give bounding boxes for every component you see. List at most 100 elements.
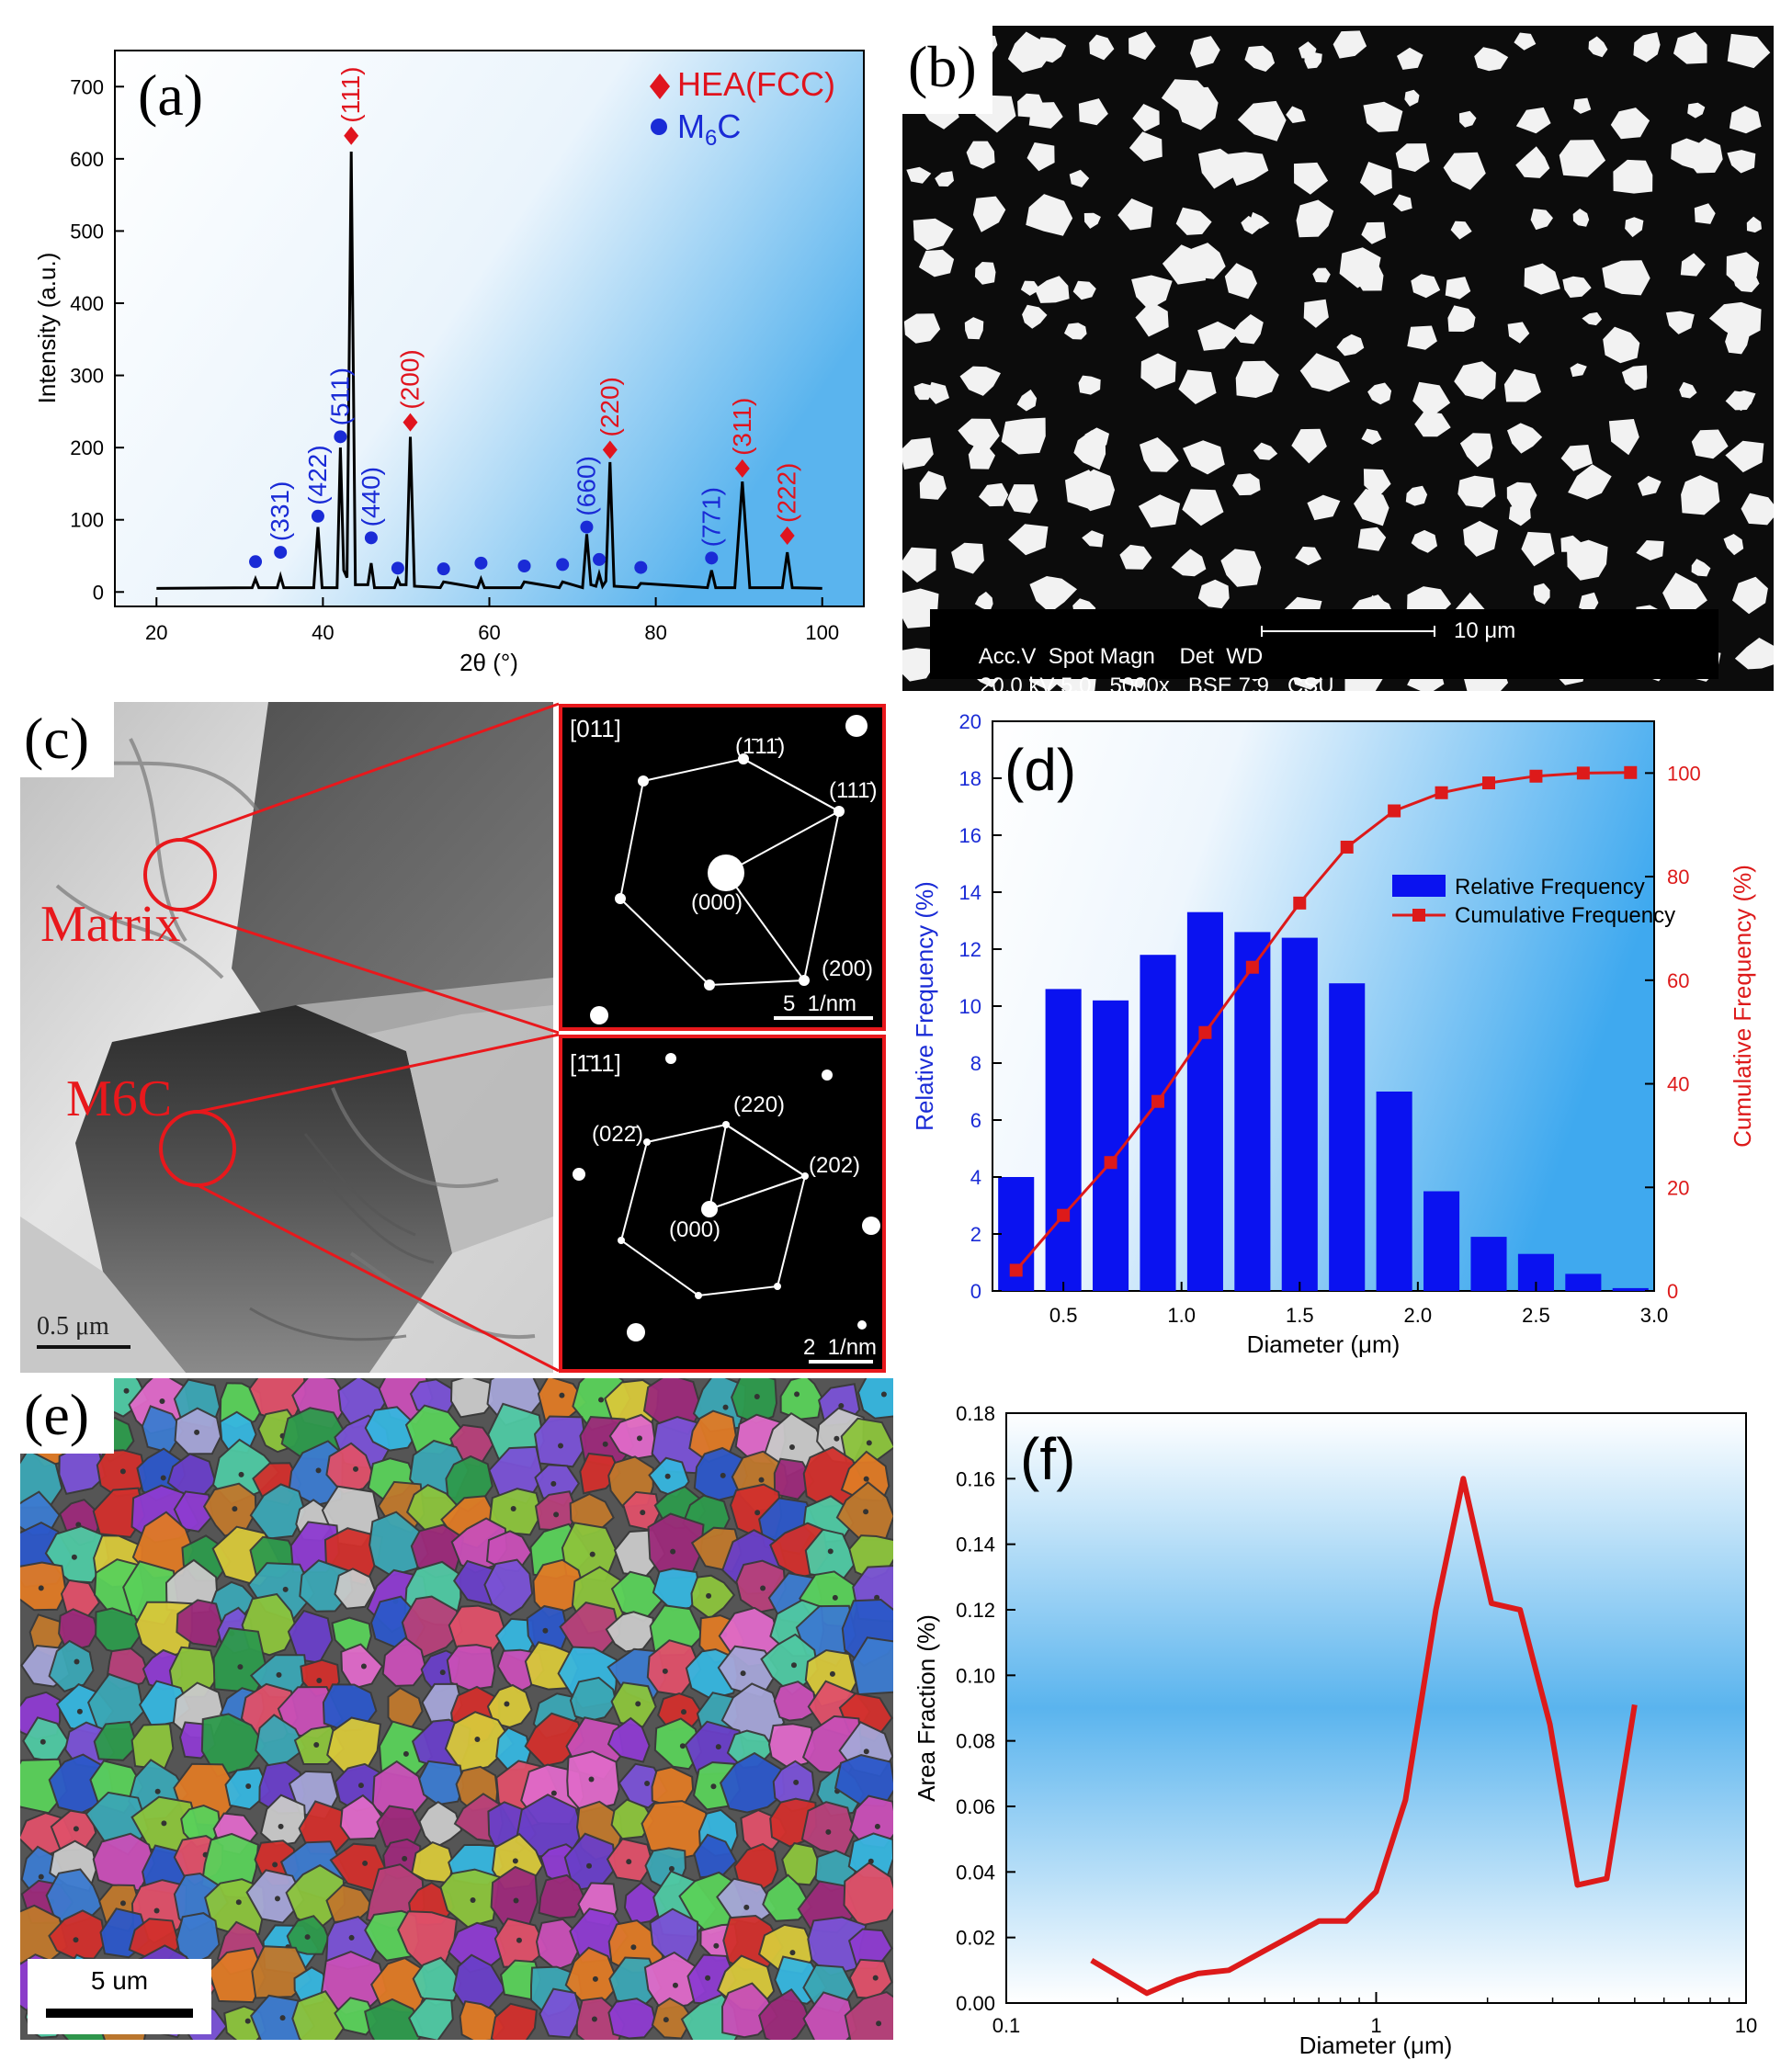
hist-x-tick-label: 1.5 [1286, 1304, 1314, 1327]
m6c-peak-marker [274, 546, 288, 560]
m6c-peak-marker [249, 555, 263, 569]
sem-scale-label: 10 μm [1454, 618, 1516, 643]
panel-f-letter: (f) [1020, 1426, 1075, 1492]
cumulative-marker [1529, 769, 1543, 783]
legend-circle-icon [651, 119, 667, 135]
hist-y-axis: 0 2 4 6 8 10 12 14 16 18 20 [959, 710, 1002, 1303]
area-y-tick-label: 0.00 [956, 1992, 995, 2015]
saed-top-scale: 5 1/nm [783, 991, 856, 1016]
panel-e-letter: (e) [20, 1378, 114, 1454]
cumulative-marker [1340, 840, 1354, 854]
m6c-peak-marker [311, 509, 324, 523]
sem-scale-bar [1261, 626, 1435, 637]
xrd-x-tick-label: 40 [312, 621, 334, 644]
panel-a-letter: (a) [138, 62, 203, 128]
xrd-y-label: Intensity (a.u.) [33, 253, 61, 404]
saed-pattern-m6c: [1̄11] (220) (022̄) (202) (000) 2 1/nm [559, 1035, 886, 1373]
m6c-peak-marker [437, 562, 450, 576]
sem-lab-value: CSU [1287, 673, 1334, 691]
tem-micrograph [20, 702, 553, 1373]
tem-scale-label: 0.5 μm [37, 1312, 109, 1341]
sem-wd-label: WD [1226, 644, 1264, 669]
area-y-label: Area Fraction (%) [913, 1614, 940, 1802]
xrd-plot-area [114, 50, 865, 607]
m6c-peak-marker [593, 552, 607, 566]
m6c-peak-marker [474, 556, 488, 570]
hist-bar [1470, 1237, 1507, 1291]
hist-bar [1140, 955, 1176, 1291]
cumulative-marker [1388, 804, 1401, 818]
xrd-x-tick-label: 100 [805, 621, 839, 644]
m6c-peak-marker [334, 430, 347, 444]
hist-y2-axis: 0 20 40 60 80 100 [1645, 762, 1701, 1303]
m6c-label: M6C [66, 1070, 173, 1127]
cumulative-line [1015, 771, 1631, 1272]
hist-legend: Relative Frequency Cumulative Frequency [1392, 875, 1675, 928]
xrd-y-tick-label: 700 [70, 75, 104, 98]
m6c-peak-label: (660) [572, 456, 600, 515]
sem-magn-value: 5000x [1109, 673, 1170, 691]
hist-x-tick-label: 2.0 [1404, 1304, 1433, 1327]
area-y-tick-label: 0.12 [956, 1599, 995, 1622]
sem-microstructure [902, 30, 1774, 691]
saed-pattern-matrix: [011] (1̄11̄) (111̄) (000) (200) 5 1/nm [559, 704, 886, 1031]
tem-scale-bar [37, 1345, 130, 1349]
hist-y-tick-label: 2 [970, 1223, 981, 1246]
sem-spot-label: Spot [1048, 644, 1094, 669]
area-fraction-chart: 0.00 0.02 0.04 0.06 0.08 0.10 0.12 0.14 0.16 0.18… [913, 1402, 1757, 2059]
hist-y-tick-label: 20 [959, 710, 981, 733]
m6c-peak-label: (331) [266, 481, 294, 541]
hist-y2-tick-label: 40 [1667, 1073, 1689, 1096]
xrd-y-tick-label: 500 [70, 220, 104, 243]
saed-bottom-scale: 2 1/nm [803, 1335, 877, 1360]
hist-y-tick-label: 0 [970, 1280, 981, 1303]
hea-peak-label: (222) [773, 463, 801, 523]
hist-bar [1612, 1287, 1649, 1291]
cumulative-marker [1624, 765, 1638, 779]
hea-peak-label: (111) [336, 66, 365, 122]
hist-bar [1329, 983, 1366, 1291]
xrd-x-tick-label: 20 [145, 621, 167, 644]
legend-hea-label: HEA(FCC) [677, 65, 835, 103]
xrd-x-tick-label: 60 [478, 621, 500, 644]
ebsd-grain-map [20, 1378, 893, 2040]
sem-image: (b) Acc.V Spot Magn Det WD 20.0 kV 5.0 5… [902, 26, 1774, 691]
area-y-tick-label: 0.14 [956, 1534, 995, 1556]
cumulative-marker [1576, 766, 1590, 780]
cumulative-marker [1198, 1025, 1212, 1039]
m6c-peak-label: (511) [325, 368, 354, 425]
hist-y2-tick-label: 80 [1667, 866, 1689, 889]
hist-bar [1565, 1273, 1602, 1291]
saed-bottom-spot-1: (220) [733, 1092, 785, 1117]
saed-top-spot-1: (1̄11̄) [735, 734, 785, 759]
ebsd-scale-box: 5 um [28, 1959, 211, 2034]
hist-x-tick-label: 1.0 [1167, 1304, 1196, 1327]
hist-y-tick-label: 14 [959, 881, 981, 904]
m6c-peak-label: (422) [303, 445, 332, 504]
tem-brightfield-image: (c) Matrix M6C 0.5 μm [20, 702, 553, 1373]
hist-x-tick-label: 0.5 [1049, 1304, 1078, 1327]
hist-x-tick-label: 3.0 [1640, 1304, 1669, 1327]
hist-y2-tick-label: 100 [1667, 762, 1701, 785]
xrd-y-tick-label: 600 [70, 148, 104, 171]
area-y-axis: 0.00 0.02 0.04 0.06 0.08 0.10 0.12 0.14 0.16 0.18 [956, 1402, 1015, 2015]
cumulative-marker [1293, 896, 1307, 910]
cumulative-marker [1151, 1094, 1164, 1108]
ebsd-scale-bar [46, 2009, 193, 2018]
ebsd-map: (e) 5 um [20, 1378, 893, 2040]
sem-wd-value: 7.9 [1238, 673, 1269, 691]
hist-y-tick-label: 10 [959, 995, 981, 1018]
hist-x-label: Diameter (μm) [1247, 1330, 1401, 1358]
saed-m6c-svg: [1̄11] (220) (022̄) (202) (000) 2 1/nm [570, 1049, 880, 1364]
saed-top-spot-4: (200) [822, 956, 873, 981]
cumulative-marker [1245, 960, 1259, 974]
xrd-x-axis: 20 40 60 80 100 [145, 597, 839, 644]
hist-y2-tick-label: 20 [1667, 1176, 1689, 1199]
xrd-y-tick-label: 200 [70, 436, 104, 459]
sem-magn-label: Magn [1099, 644, 1155, 669]
hea-peak-marker [602, 440, 618, 459]
xrd-peak-markers: (111) (200) (220) (311) (222) (331) (422) (511)… [249, 66, 801, 576]
saed-matrix-svg: [011] (1̄11̄) (111̄) (000) (200) 5 1/nm [570, 715, 877, 1024]
hist-y-tick-label: 18 [959, 767, 981, 790]
hist-y-label: Relative Frequency (%) [911, 881, 938, 1131]
